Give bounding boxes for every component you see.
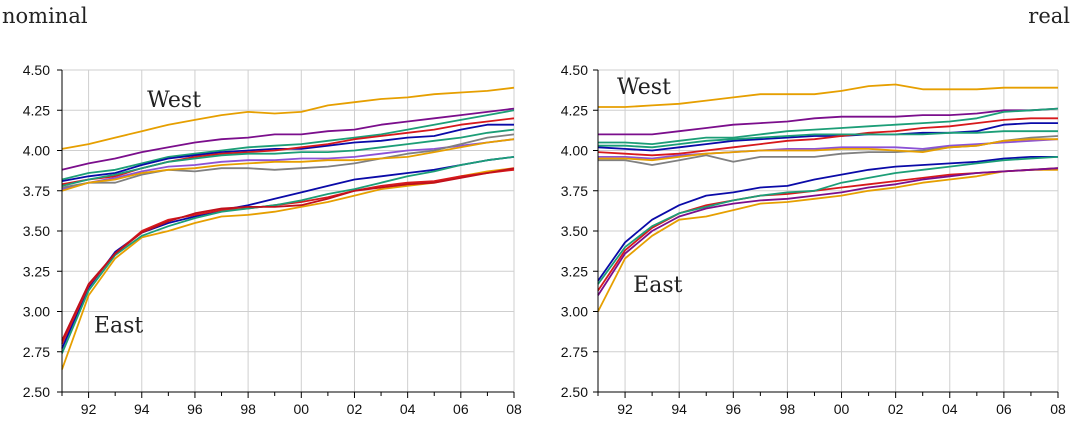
panel-title-nominal: nominal (2, 4, 88, 28)
y-tick-label: 3.75 (23, 183, 50, 199)
x-tick-label: 08 (1050, 401, 1066, 417)
y-tick-label: 3.25 (23, 263, 50, 279)
annotation-west: West (617, 75, 671, 100)
series-line-west-3 (597, 122, 1058, 152)
panel-title-real: real (1028, 4, 1070, 28)
series-line-west-8 (598, 138, 1058, 162)
x-tick-label: 94 (134, 401, 150, 417)
x-tick-label: 96 (187, 401, 203, 417)
y-tick-label: 3.00 (561, 304, 588, 320)
series-line-east-9 (61, 167, 515, 370)
series-line-west-2 (61, 109, 515, 181)
y-tick-label: 3.25 (561, 263, 588, 279)
x-tick-label: 04 (400, 401, 416, 417)
x-tick-label: 02 (888, 401, 904, 417)
x-tick-label: 92 (81, 401, 97, 417)
series-line-west-1 (61, 107, 515, 171)
x-tick-label: 00 (294, 401, 310, 417)
y-tick-label: 4.25 (23, 102, 50, 118)
y-tick-label: 2.75 (561, 344, 588, 360)
series-line-west-0 (598, 83, 1058, 108)
x-tick-label: 98 (240, 401, 256, 417)
y-tick-label: 4.25 (561, 102, 588, 118)
series-line-east-12 (597, 156, 1059, 285)
annotation-west: West (147, 88, 201, 113)
series-line-west-5 (61, 128, 515, 187)
series-line-east-13 (61, 167, 515, 341)
y-tick-label: 2.50 (23, 384, 50, 400)
series-line-west-1 (598, 107, 1059, 136)
y-tick-label: 4.50 (23, 62, 50, 78)
y-tick-label: 4.00 (561, 143, 588, 159)
y-tick-label: 4.50 (561, 62, 588, 78)
annotation-east: East (94, 313, 143, 338)
series-line-west-0 (61, 86, 515, 150)
y-tick-label: 3.50 (23, 223, 50, 239)
x-tick-label: 92 (617, 401, 633, 417)
series-line-west-8 (61, 138, 515, 192)
x-tick-label: 94 (671, 401, 687, 417)
y-tick-label: 3.00 (23, 304, 50, 320)
x-tick-label: 02 (347, 401, 363, 417)
y-tick-label: 3.75 (561, 183, 588, 199)
x-tick-label: 98 (780, 401, 796, 417)
x-tick-label: 04 (942, 401, 958, 417)
y-tick-label: 2.75 (23, 344, 50, 360)
series-line-east-12 (61, 156, 515, 354)
series-line-east-13 (597, 167, 1059, 296)
series-line-west-5 (598, 130, 1058, 149)
x-tick-label: 06 (453, 401, 469, 417)
y-tick-label: 3.50 (561, 223, 588, 239)
annotation-east: East (633, 273, 682, 298)
x-tick-label: 08 (506, 401, 522, 417)
series-line-west-7 (61, 133, 515, 189)
series-line-west-2 (598, 107, 1059, 146)
chart-panel-real: 2.50 2.75 3.00 3.25 3.50 3.75 4.00 4.25 4.50 92 94… (561, 62, 1066, 417)
y-tick-label: 2.50 (561, 384, 588, 400)
series-line-east-9 (597, 168, 1058, 312)
series-line-west-6 (61, 138, 515, 190)
series-line-east-10 (597, 155, 1058, 282)
x-tick-label: 06 (996, 401, 1012, 417)
x-tick-label: 96 (726, 401, 742, 417)
chart-panel-nominal: 2.50 2.75 3.00 3.25 3.50 3.75 4.00 4.25 4.50 92 94… (23, 62, 522, 417)
series-line-west-6 (598, 138, 1059, 160)
series-line-west-4 (597, 117, 1058, 157)
x-tick-label: 00 (834, 401, 850, 417)
y-tick-label: 4.00 (23, 143, 50, 159)
